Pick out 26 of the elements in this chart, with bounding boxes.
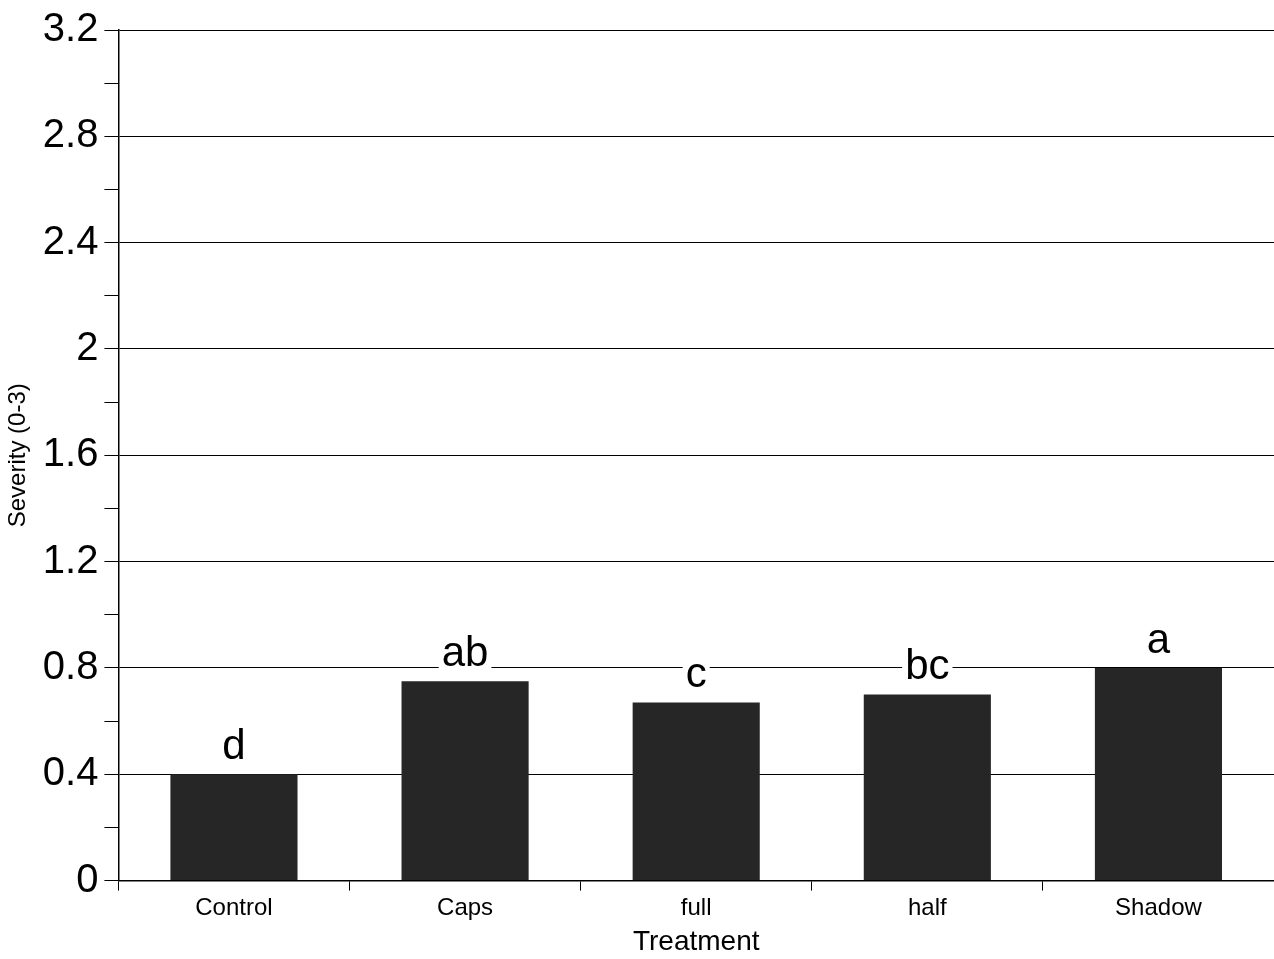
y-axis-title: Severity (0-3) [3,383,31,528]
text: 3.2 [42,5,99,50]
text: 2.4 [42,217,99,262]
x-tick-label: full [680,892,712,920]
bar [632,702,760,881]
x-axis-title: Treatment [632,924,760,956]
y-tick-label: 2 [76,324,99,369]
bar [170,774,298,881]
bar [1094,667,1222,881]
bar [863,694,991,881]
x-tick-label: Caps [437,892,494,920]
text: 2.8 [42,111,99,156]
x-tick-label: Control [195,892,273,920]
annotation: bc [905,641,950,689]
text: 0.4 [42,749,99,794]
annotation: a [1146,614,1171,662]
bar [401,681,529,881]
x-tick-label: half [907,892,947,920]
annotation: ab [441,627,489,675]
y-tick-label: 0 [76,855,99,900]
text: 1.2 [42,536,99,581]
annotation: c [685,649,707,697]
text: 0.8 [42,642,99,687]
annotation: d [222,720,246,768]
text: 1.6 [42,430,99,475]
x-tick-label: Shadow [1115,892,1203,920]
